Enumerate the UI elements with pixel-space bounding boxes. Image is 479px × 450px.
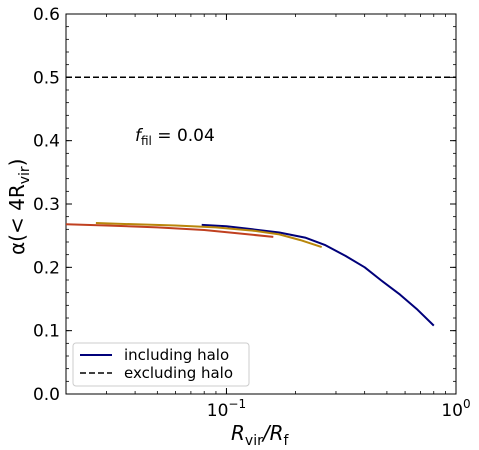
x-tick-label-exp: −1 [228, 397, 246, 411]
y-tick-label: 0.0 [33, 385, 60, 405]
major-ticks [66, 13, 457, 395]
y-tick-label: 0.5 [33, 68, 60, 88]
legend: including halo excluding halo [72, 342, 250, 387]
x-axis-label-sub1: vir [245, 433, 263, 449]
y-tick-labels: 0.0 0.1 0.2 0.3 0.4 0.5 0.6 [33, 5, 60, 405]
y-tick-label: 0.2 [33, 258, 60, 278]
x-axis-label-main: R [231, 421, 245, 445]
annotation-text: ffil = 0.04 [135, 126, 215, 148]
y-tick-label: 0.3 [33, 195, 60, 215]
x-axis-label: Rvir/Rf [231, 421, 289, 449]
annotation-main: f [135, 126, 144, 146]
annotation-rest: = 0.04 [152, 126, 215, 146]
minor-ticks [65, 13, 456, 395]
annotation-sub: fil [141, 134, 152, 148]
series-line-1 [95, 222, 323, 249]
x-axis-label-sub2: f [283, 433, 289, 449]
legend-box [72, 342, 250, 387]
x-axis-label-mid: /R [261, 421, 284, 445]
y-tick-label: 0.1 [33, 322, 60, 342]
y-axis-label-sub: vir [17, 166, 33, 184]
y-axis-label-main: α(< 4R [5, 184, 29, 255]
legend-label-excluding-halo: excluding halo [124, 364, 233, 382]
legend-label-including-halo: including halo [124, 346, 229, 364]
x-tick-label-exp: 0 [463, 397, 471, 411]
y-tick-label: 0.6 [33, 5, 60, 25]
plot-frame [65, 13, 457, 395]
x-tick-labels: 10−1 100 [207, 397, 471, 421]
x-tick-label-base: 10 [441, 401, 463, 421]
y-axis-label-close: ) [5, 159, 29, 167]
x-tick-label: 10−1 [207, 397, 246, 421]
y-axis-label: α(< 4Rvir) [5, 159, 33, 255]
x-tick-label: 100 [441, 397, 470, 421]
series-lines [65, 76, 456, 327]
series-line-including-halo [201, 223, 435, 327]
x-tick-label-base: 10 [207, 401, 229, 421]
series-line-2 [65, 223, 274, 238]
y-tick-label: 0.4 [33, 132, 60, 152]
